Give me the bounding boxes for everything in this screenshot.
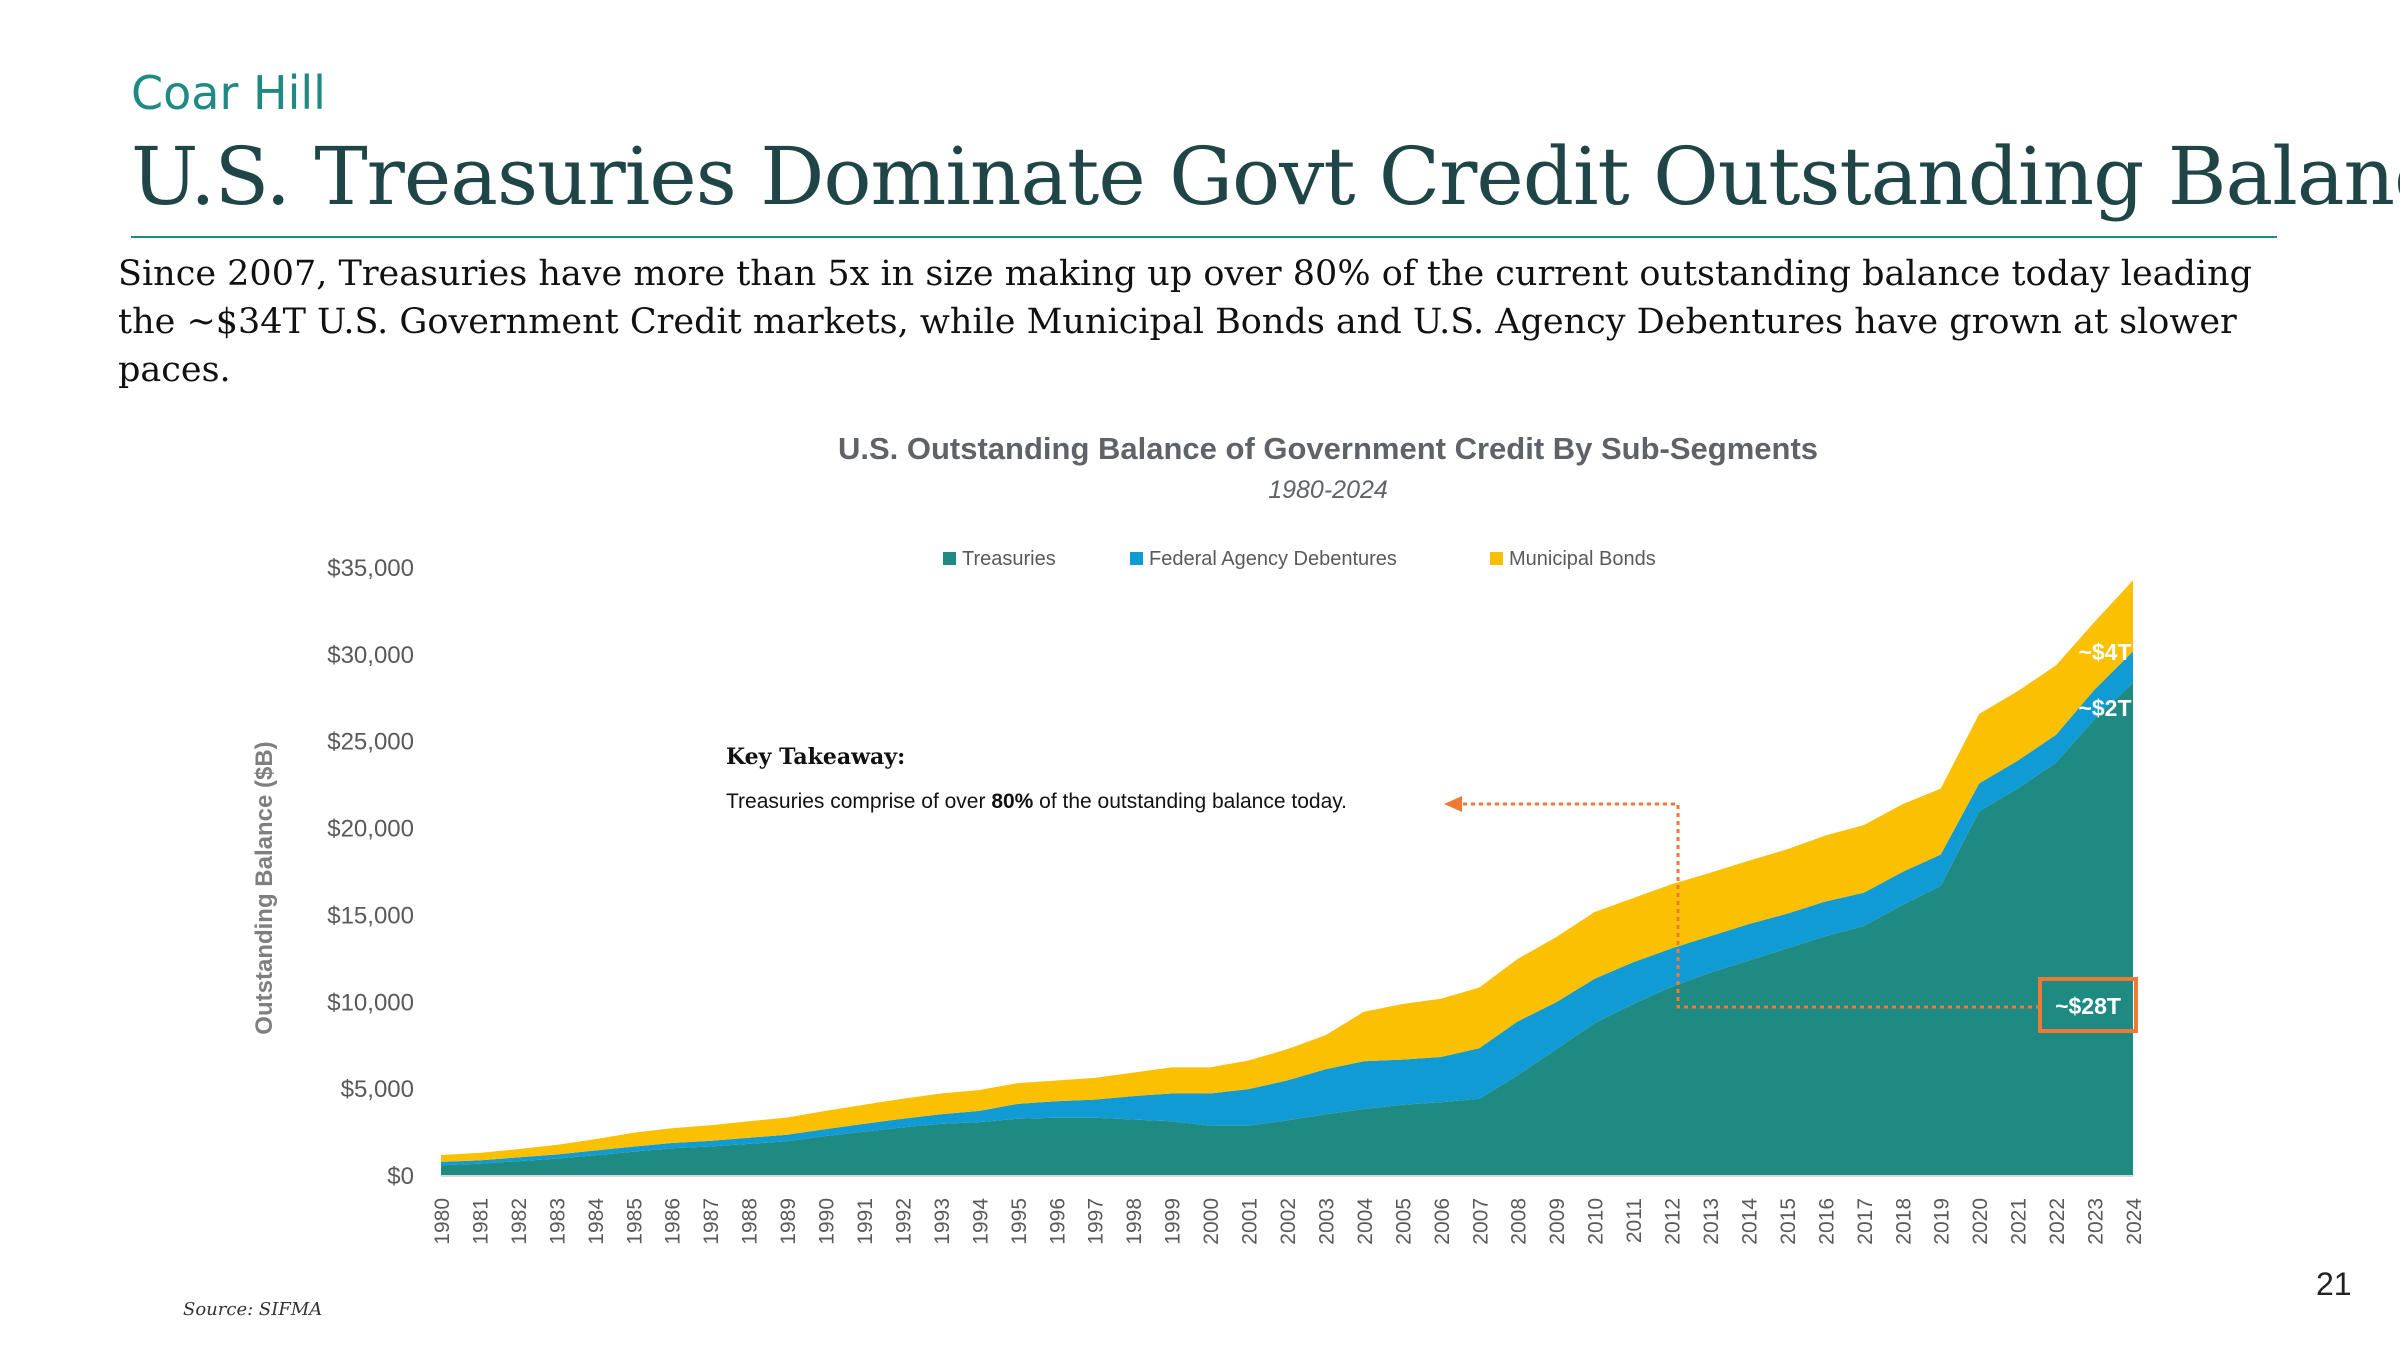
x-axis: 1980 1981 1982 1983 1984 1985 1986 1987 1988 1989… [431, 1175, 2146, 1245]
x-tick-label: 2004 [1354, 1198, 1377, 1245]
takeaway-text-before: Treasuries comprise of over [726, 790, 992, 813]
chart-title: U.S. Outstanding Balance of Government C… [838, 431, 1818, 466]
connector-arrowhead [1444, 796, 1462, 812]
x-tick-label: 2014 [1739, 1198, 1762, 1245]
page-title: U.S. Treasuries Dominate Govt Credit Out… [131, 130, 2400, 223]
chart-areas [441, 580, 2133, 1176]
x-tick-label: 1984 [585, 1198, 608, 1245]
x-tick-label: 2018 [1892, 1198, 1915, 1245]
x-tick-label: 2012 [1662, 1198, 1685, 1245]
y-tick-label: $30,000 [327, 642, 414, 669]
y-tick-label: $35,000 [327, 555, 414, 582]
x-tick-label: 2011 [1623, 1198, 1646, 1243]
x-tick-label: 1999 [1162, 1198, 1185, 1245]
takeaway-text-bold: 80% [991, 790, 1034, 813]
x-tick-label: 1990 [816, 1198, 839, 1245]
x-tick-label: 2005 [1392, 1198, 1415, 1245]
x-tick-label: 2003 [1316, 1198, 1339, 1245]
legend-swatch [1490, 552, 1503, 565]
x-tick-label: 2009 [1546, 1198, 1569, 1245]
x-tick-label: 1992 [893, 1198, 916, 1245]
y-tick-label: $10,000 [327, 989, 414, 1016]
page-subtitle: Since 2007, Treasuries have more than 5x… [118, 254, 2253, 390]
x-tick-label: 2000 [1200, 1198, 1223, 1245]
agency-value-label: ~$2T [2078, 695, 2131, 721]
legend-swatch [1130, 552, 1143, 565]
x-tick-label: 2017 [1854, 1198, 1877, 1245]
x-tick-label: 1996 [1046, 1198, 1069, 1245]
x-tick-label: 1983 [546, 1198, 569, 1245]
x-tick-label: 1987 [700, 1198, 723, 1245]
legend-swatch [943, 552, 956, 565]
x-tick-label: 1981 [470, 1198, 493, 1245]
takeaway-connector [1444, 796, 2040, 1009]
title-divider [131, 236, 2277, 238]
takeaway-text: Treasuries comprise of over 80% of the o… [726, 790, 1347, 814]
x-tick-label: 2006 [1431, 1198, 1454, 1245]
area-series-2 [441, 580, 2133, 1162]
area-series-0 [441, 682, 2133, 1176]
y-tick-label: $25,000 [327, 729, 414, 756]
y-axis: $0 $5,000 $10,000 $15,000 $20,000 $25,000 $30,… [327, 555, 414, 1190]
treasuries-value-label: ~$28T [2055, 993, 2121, 1019]
y-tick-label: $20,000 [327, 816, 414, 843]
x-tick-label: 2020 [1969, 1198, 1992, 1245]
x-tick-label: 2019 [1931, 1198, 1954, 1245]
x-tick-label: 2023 [2085, 1198, 2108, 1245]
y-tick-label: $0 [387, 1163, 414, 1190]
x-tick-label: 2002 [1277, 1198, 1300, 1245]
x-tick-label: 2008 [1508, 1198, 1531, 1245]
x-tick-label: 2016 [1815, 1198, 1838, 1245]
takeaway-heading: Key Takeaway: [726, 744, 906, 770]
x-tick-label: 2007 [1469, 1198, 1492, 1245]
legend-label: Federal Agency Debentures [1149, 548, 1397, 570]
connector-line [1458, 802, 2040, 1009]
x-tick-label: 2024 [2123, 1198, 2146, 1245]
x-tick-label: 2013 [1700, 1198, 1723, 1245]
x-tick-label: 1988 [739, 1198, 762, 1245]
x-tick-label: 1993 [931, 1198, 954, 1245]
x-tick-label: 2010 [1585, 1198, 1608, 1245]
x-tick-label: 2015 [1777, 1198, 1800, 1245]
chart-subtitle: 1980-2024 [1268, 476, 1388, 504]
x-tick-label: 1991 [854, 1198, 877, 1245]
x-tick-label: 1995 [1008, 1198, 1031, 1245]
x-tick-label: 1997 [1085, 1198, 1108, 1245]
source-note: Source: SIFMA [183, 1299, 323, 1320]
brand-name: Coar Hill [131, 66, 326, 120]
y-tick-label: $5,000 [341, 1076, 414, 1103]
x-tick-label: 1989 [777, 1198, 800, 1245]
x-tick-label: 2021 [2008, 1198, 2031, 1245]
x-tick-label: 1980 [431, 1198, 454, 1245]
takeaway-text-after: of the outstanding balance today. [1033, 790, 1348, 813]
legend-label: Municipal Bonds [1509, 548, 1656, 570]
legend-label: Treasuries [962, 548, 1056, 570]
chart-legend: Treasuries Federal Agency Debentures Munic… [943, 548, 1656, 570]
y-tick-label: $15,000 [327, 902, 414, 929]
treasuries-callout-box [2038, 977, 2138, 1033]
x-tick-label: 1994 [969, 1198, 992, 1245]
y-axis-title: Outstanding Balance ($B) [251, 741, 278, 1034]
x-tick-label: 1985 [623, 1198, 646, 1245]
x-tick-label: 1998 [1123, 1198, 1146, 1245]
page-number: 21 [2316, 1266, 2352, 1302]
x-tick-label: 2022 [2046, 1198, 2069, 1245]
x-tick-label: 1986 [662, 1198, 685, 1245]
x-tick-label: 2001 [1239, 1198, 1262, 1245]
municipal-value-label: ~$4T [2078, 639, 2131, 665]
x-tick-label: 1982 [508, 1198, 531, 1245]
